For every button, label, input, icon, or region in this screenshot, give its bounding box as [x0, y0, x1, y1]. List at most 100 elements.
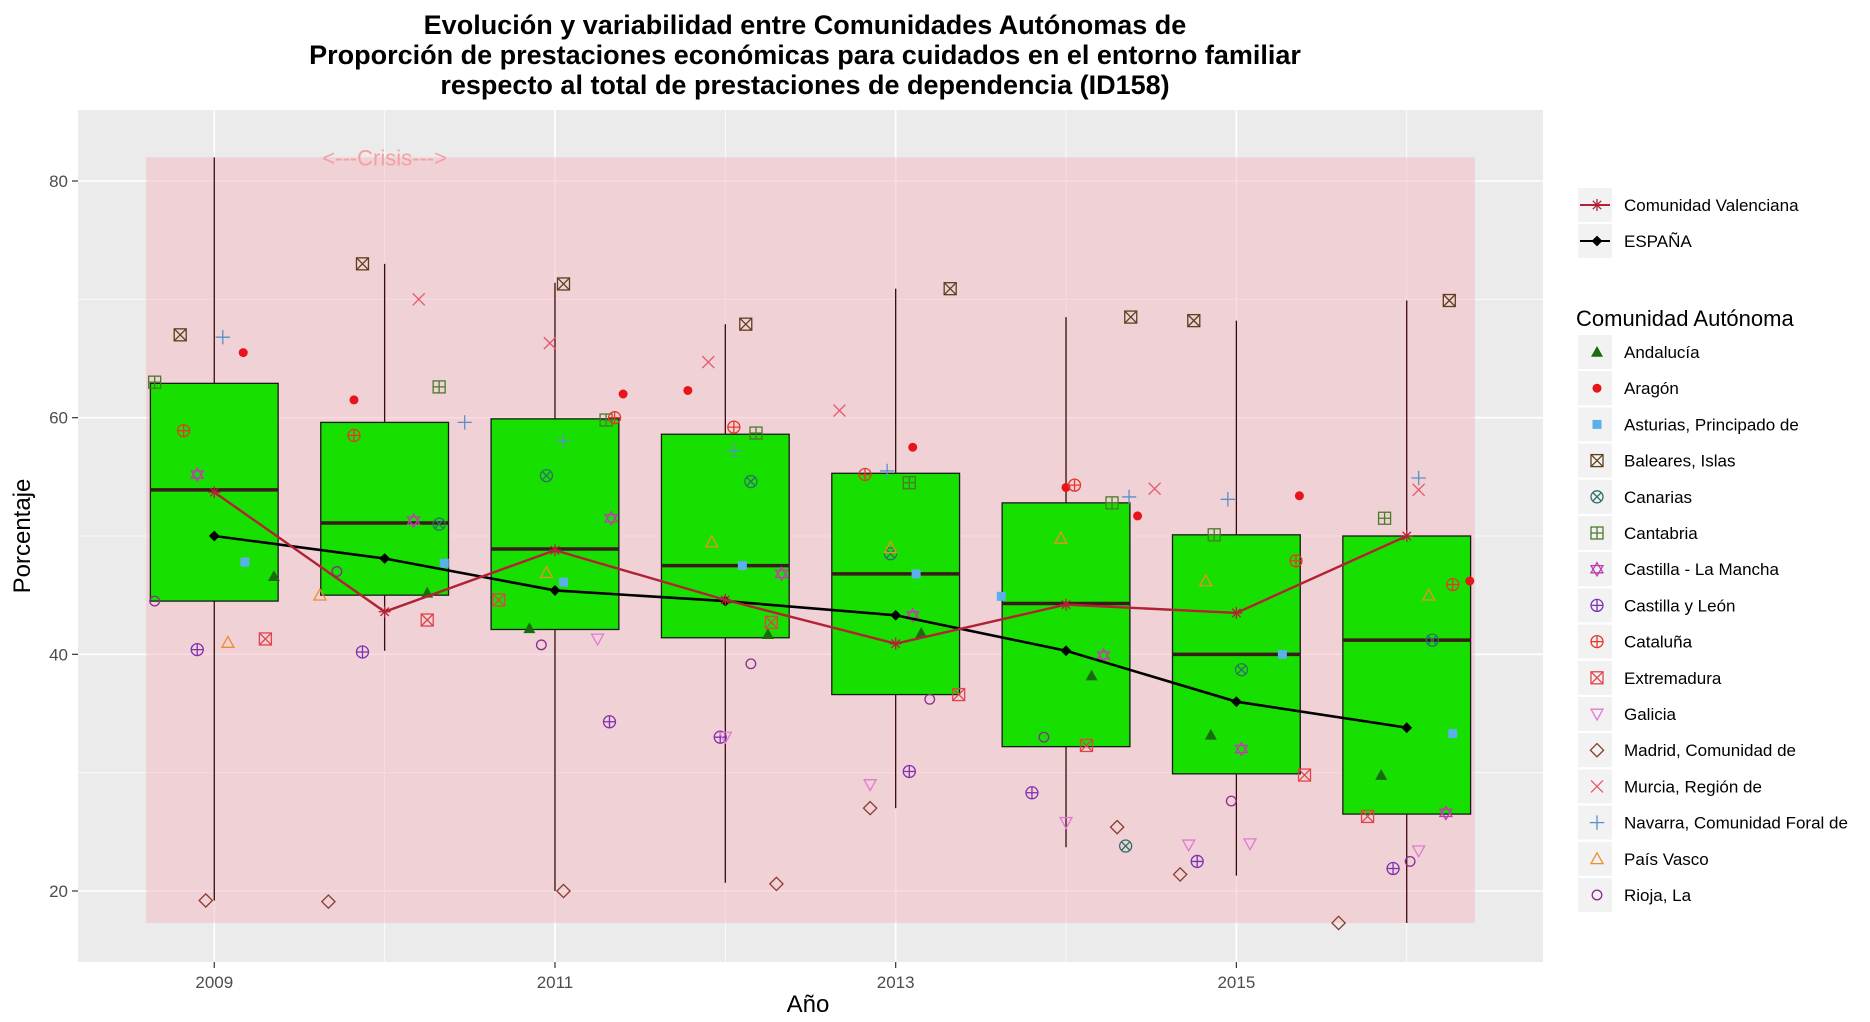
- point-aragon: [618, 389, 628, 399]
- point-castilla-la-mancha: [1438, 805, 1454, 821]
- marker-shape: [1297, 768, 1312, 782]
- marker-shape: [1198, 573, 1213, 587]
- point-pais-vasco: [539, 565, 554, 579]
- marker-shape: [1590, 453, 1604, 468]
- marker-shape: [718, 731, 733, 745]
- marker-shape: [420, 613, 434, 627]
- point-cantabria: [902, 476, 916, 490]
- marker-shape: [1118, 839, 1133, 853]
- marker-shape: [727, 421, 740, 434]
- marker-shape: [590, 633, 605, 647]
- marker-shape: [761, 628, 774, 640]
- marker-shape: [1590, 779, 1604, 793]
- marker-shape: [879, 463, 895, 479]
- marker-shape: [240, 557, 250, 567]
- legend-label: Andalucía: [1624, 343, 1700, 362]
- point-canarias: [539, 468, 554, 483]
- marker-shape: [745, 658, 757, 670]
- point-cataluna: [1067, 478, 1082, 492]
- marker-shape: [539, 468, 554, 483]
- marker-shape: [1590, 490, 1604, 504]
- marker-shape: [1591, 635, 1603, 648]
- marker-shape: [1085, 669, 1098, 681]
- legend-item: País Vasco: [1578, 841, 1709, 876]
- legend-item: Baleares, Islas: [1578, 443, 1736, 478]
- point-rioja-la: [535, 639, 547, 651]
- marker-shape: [604, 510, 619, 523]
- marker-shape: [331, 566, 343, 577]
- marker-shape: [1590, 454, 1604, 468]
- marker-shape: [556, 277, 571, 291]
- point-galicia: [1058, 816, 1074, 830]
- point-navarra-comunidad-foral-de: [1121, 489, 1137, 505]
- point-castilla-y-leon: [1025, 786, 1039, 800]
- marker-shape: [1225, 795, 1237, 807]
- point-canarias: [1234, 663, 1249, 677]
- point-madrid-comunidad-de: [768, 876, 784, 892]
- marker-shape: [1361, 809, 1374, 823]
- legend-label: Comunidad Valenciana: [1624, 196, 1799, 215]
- legend-label: Cantabria: [1624, 524, 1698, 543]
- legend-label: Castilla - La Mancha: [1624, 560, 1780, 579]
- marker-shape: [347, 429, 360, 442]
- marker-shape: [1242, 838, 1258, 852]
- marker-shape: [744, 474, 758, 489]
- marker-shape: [1591, 199, 1603, 211]
- marker-shape: [258, 632, 272, 646]
- box-body: [1342, 535, 1472, 815]
- title-line-1: Evolución y variabilidad entre Comunidad…: [424, 10, 1187, 40]
- axes-layer: 20 40 60 80 2009 2011 2013 2015: [49, 172, 1255, 992]
- marker-shape: [683, 385, 693, 395]
- point-aragon: [683, 385, 693, 395]
- legend-key-marker: [1590, 526, 1604, 540]
- point-baleares-islas: [1124, 310, 1138, 324]
- legend-key-marker: [1591, 889, 1603, 901]
- marker-shape: [378, 605, 391, 618]
- legend-item: Cantabria: [1578, 516, 1698, 550]
- point-espana: [549, 585, 561, 596]
- y-tick-label: 80: [49, 172, 68, 191]
- point-cantabria: [1105, 496, 1119, 510]
- legend-key-marker: [1590, 671, 1604, 685]
- point-cataluna: [607, 411, 622, 425]
- point-andalucia: [1204, 728, 1217, 740]
- marker-shape: [608, 411, 621, 424]
- marker-shape: [1421, 587, 1436, 601]
- marker-shape: [883, 547, 898, 561]
- legend-label: País Vasco: [1624, 850, 1709, 869]
- point-espana: [379, 553, 391, 564]
- marker-shape: [701, 355, 715, 369]
- marker-shape: [1591, 346, 1603, 357]
- legend-item: Rioja, La: [1578, 878, 1692, 912]
- marker-shape: [548, 544, 561, 557]
- marker-shape: [1230, 606, 1243, 619]
- point-comunidad-valenciana: [548, 544, 561, 557]
- marker-shape: [356, 645, 369, 658]
- marker-shape: [1096, 647, 1111, 660]
- point-madrid-comunidad-de: [862, 800, 878, 816]
- marker-shape: [726, 443, 742, 458]
- legend-item: ESPAÑA: [1578, 224, 1692, 258]
- marker-shape: [457, 415, 472, 430]
- marker-shape: [1096, 651, 1111, 664]
- legend-key: [1578, 660, 1612, 695]
- marker-shape: [1589, 742, 1605, 758]
- marker-shape: [1053, 531, 1069, 544]
- legend-label: ESPAÑA: [1624, 232, 1692, 251]
- legend-label: Cataluña: [1624, 633, 1693, 652]
- point-asturias-principado-de: [558, 577, 568, 587]
- point-baleares-islas: [556, 277, 571, 291]
- point-baleares-islas: [739, 317, 753, 331]
- marker-shape: [1401, 722, 1413, 734]
- marker-shape: [1404, 855, 1416, 867]
- point-castilla-y-leon: [1190, 854, 1204, 869]
- marker-shape: [1442, 294, 1456, 307]
- point-andalucia: [267, 570, 280, 582]
- marker-shape: [1208, 528, 1221, 541]
- line-espana: [214, 534, 1407, 729]
- marker-shape: [903, 476, 916, 489]
- marker-shape: [1465, 576, 1475, 586]
- point-aragon: [1294, 491, 1304, 501]
- point-comunidad-valenciana: [1400, 530, 1413, 542]
